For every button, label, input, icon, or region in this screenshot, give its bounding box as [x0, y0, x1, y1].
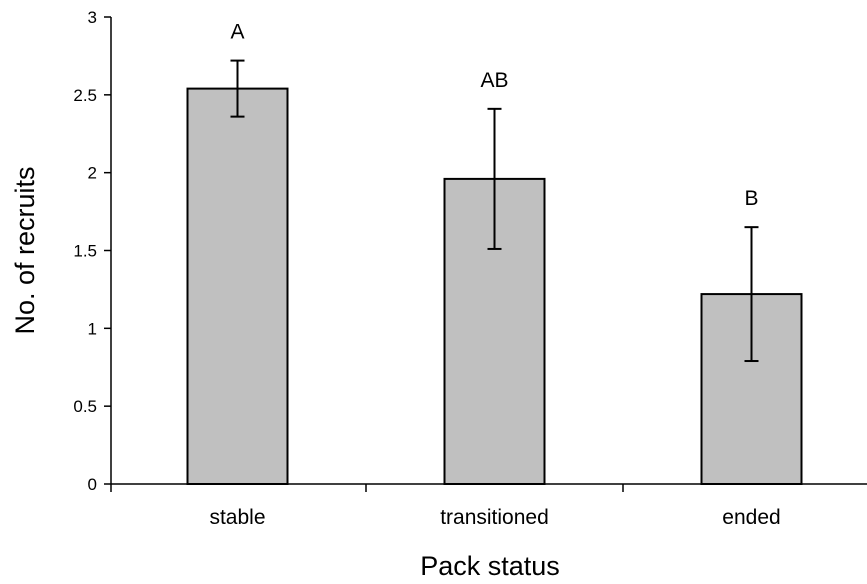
- x-axis-title: Pack status: [420, 551, 560, 581]
- bar-stable: [186, 87, 289, 486]
- significance-label: A: [230, 21, 244, 44]
- significance-label: B: [744, 187, 758, 210]
- x-axis-ticks: [110, 484, 624, 492]
- significance-label: AB: [480, 69, 508, 92]
- y-tick-label: 2: [88, 164, 97, 183]
- category-label: stable: [209, 506, 265, 529]
- significance-labels: A AB B: [230, 21, 758, 211]
- y-axis-title: No. of recruits: [10, 166, 40, 334]
- error-bars: [230, 59, 759, 363]
- category-labels: stable transitioned ended: [209, 506, 780, 529]
- y-tick-label: 3: [88, 8, 97, 27]
- error-bar-stable: [230, 59, 245, 118]
- y-tick-label: 1.5: [73, 242, 97, 261]
- y-tick-label: 2.5: [73, 86, 97, 105]
- error-bar-ended: [744, 226, 759, 363]
- y-tick-label: 0: [88, 475, 97, 494]
- y-tick-label: 1: [88, 319, 97, 338]
- error-bar-transitioned: [487, 107, 502, 250]
- category-label: ended: [722, 506, 780, 529]
- y-axis-ticks: 0 0.5 1 1.5 2 2.5 3: [73, 8, 111, 494]
- category-label: transitioned: [440, 506, 549, 529]
- y-tick-label: 0.5: [73, 397, 97, 416]
